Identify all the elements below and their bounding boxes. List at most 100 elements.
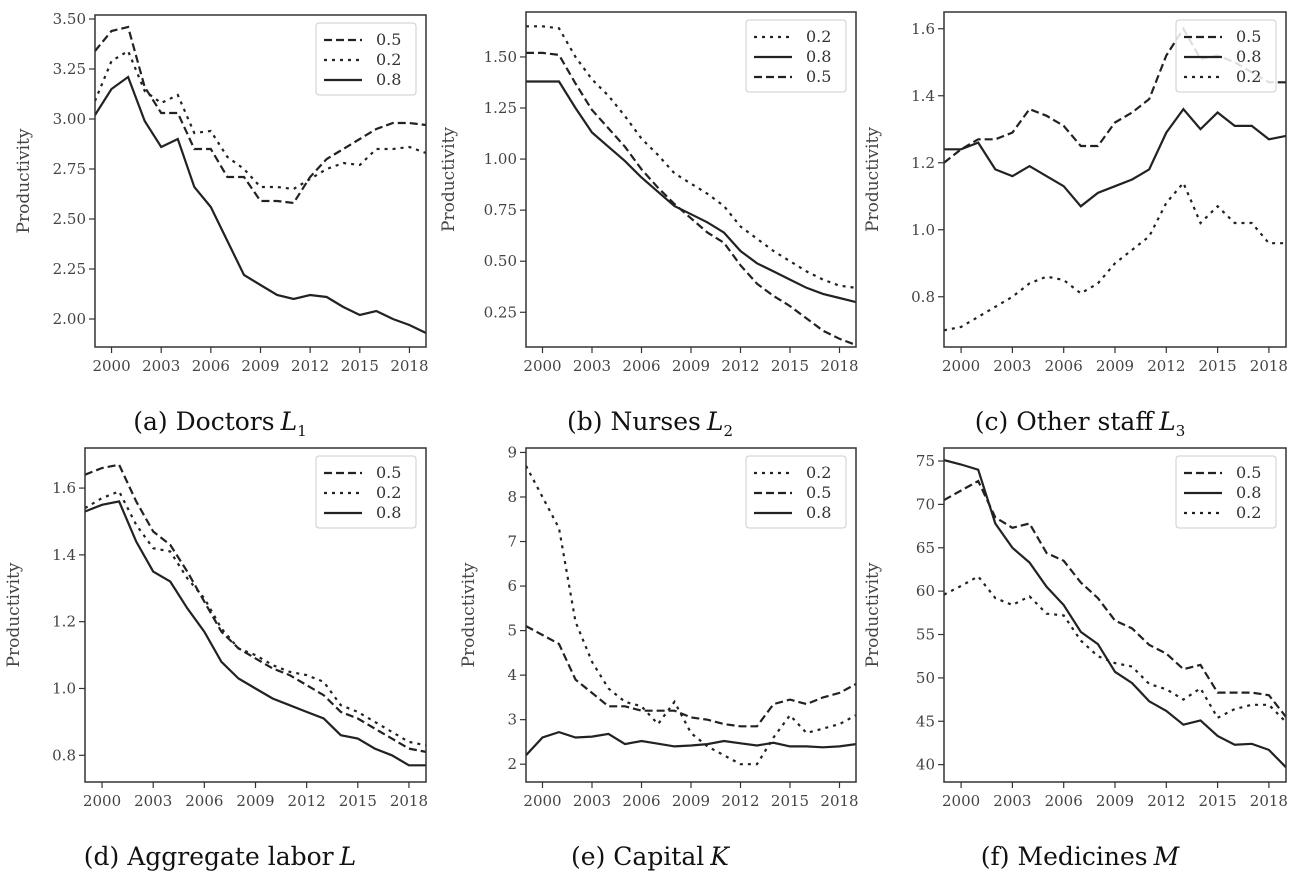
x-tick-label: 2012 [1147,792,1185,810]
x-tick-label: 2003 [993,357,1031,375]
caption-math: L [280,407,298,436]
legend: 0.50.20.8 [315,455,417,529]
x-tick-label: 2009 [1096,357,1134,375]
legend-label: 0.2 [1236,67,1261,86]
y-tick-label: 7 [507,533,517,551]
series-line-0-8 [944,459,1286,769]
x-tick-label: 2000 [942,792,980,810]
x-tick-label: 2006 [1045,792,1083,810]
y-tick-label: 2.25 [53,260,86,278]
caption-label: (d) Aggregate labor [84,842,334,871]
x-tick-label: 2000 [523,792,561,810]
x-tick-label: 2009 [1096,792,1134,810]
legend: 0.20.50.8 [745,455,847,529]
panel-caption: (f) Medicines M [981,842,1181,871]
y-tick-label: 1.4 [911,87,935,105]
y-tick-label: 45 [916,712,935,730]
series-line-0-5 [526,51,856,347]
y-tick-label: 55 [916,626,935,644]
x-tick-label: 2000 [523,357,561,375]
caption-label: (c) Other staff [975,407,1156,436]
x-tick-label: 2012 [291,357,329,375]
series-line-0-2 [526,25,856,289]
y-tick-label: 3.25 [53,60,86,78]
x-tick-label: 2012 [721,357,759,375]
y-tick-label: 70 [916,495,935,513]
y-tick-label: 1.4 [52,546,76,564]
x-tick-label: 2012 [288,792,326,810]
x-tick-label: 2000 [83,792,121,810]
x-tick-label: 2015 [1199,792,1237,810]
y-tick-label: 1.6 [911,20,935,38]
legend-label: 0.5 [1236,27,1261,46]
chart-panel: 2000 2003 2006 2009 2012 2015 2018 0.8 1.0 1.2 1.4… [4,447,428,871]
x-tick-label: 2015 [339,792,377,810]
caption-label: (f) Medicines [981,842,1148,871]
y-tick-label: 5 [507,622,517,640]
x-tick-label: 2015 [341,357,379,375]
series-line-0-5 [85,463,426,753]
x-tick-label: 2000 [942,357,980,375]
legend: 0.50.80.2 [1175,19,1277,93]
legend-label: 0.8 [1236,483,1261,502]
legend-label: 0.2 [806,463,831,482]
y-tick-label: 2.00 [53,310,86,328]
legend-label: 0.5 [806,483,831,502]
legend-label: 0.8 [376,70,401,89]
series-line-0-8 [85,500,426,767]
y-tick-label: 8 [507,488,517,506]
caption-math: L [1158,407,1176,436]
y-tick-label: 1.2 [52,613,76,631]
y-axis-label: Productivity [4,562,24,667]
x-tick-label: 2006 [185,792,223,810]
y-tick-label: 1.25 [484,99,517,117]
x-tick-label: 2012 [1147,357,1185,375]
y-tick-label: 3.00 [53,110,86,128]
y-tick-label: 2.75 [53,160,86,178]
series-line-0-2 [944,180,1286,332]
y-axis-label: Productivity [14,128,34,233]
x-tick-label: 2009 [672,357,710,375]
x-tick-label: 2003 [573,792,611,810]
y-tick-label: 4 [507,666,517,684]
y-tick-label: 65 [916,539,935,557]
y-tick-label: 1.6 [52,479,76,497]
x-tick-label: 2018 [820,357,858,375]
y-axis-label: Productivity [863,562,883,667]
y-axis-label: Productivity [863,127,883,232]
x-tick-label: 2009 [241,357,279,375]
chart-panel: 2000 2003 2006 2009 2012 2015 2018 0.25 0.50 0.75… [439,11,859,440]
y-tick-label: 1.50 [484,48,517,66]
y-tick-label: 0.25 [484,303,517,321]
y-tick-label: 9 [507,443,517,461]
series-line-0-5 [944,479,1286,718]
legend: 0.50.80.2 [1175,455,1277,529]
y-tick-label: 3 [507,711,517,729]
legend-label: 0.2 [1236,503,1261,522]
legend: 0.50.20.8 [315,22,417,96]
legend-label: 0.8 [806,47,831,66]
y-tick-label: 0.8 [911,288,935,306]
x-tick-label: 2015 [771,357,809,375]
chart-panel: 2000 2003 2006 2009 2012 2015 2018 2.00 2.25 2.50… [14,10,429,440]
series-line-0-2 [95,49,426,191]
y-tick-label: 1.0 [52,679,76,697]
panel-caption: (e) Capital K [571,842,730,871]
x-tick-label: 2006 [192,357,230,375]
panel-caption: (a) Doctors L1 [133,407,307,440]
caption-math: L [706,407,724,436]
y-tick-label: 0.75 [484,201,517,219]
y-tick-label: 50 [916,669,935,687]
chart-panel: 2000 2003 2006 2009 2012 2015 2018 2 3 4 5 6 7 8 9 Prod… [459,443,859,871]
legend-label: 0.8 [376,503,401,522]
panel-caption: (b) Nurses L2 [567,407,733,440]
series-line-0-2 [944,574,1286,723]
y-tick-label: 40 [916,756,935,774]
legend-label: 0.2 [376,483,401,502]
x-tick-label: 2006 [1045,357,1083,375]
x-tick-label: 2009 [672,792,710,810]
x-tick-label: 2012 [721,792,759,810]
legend-label: 0.2 [806,27,831,46]
x-tick-label: 2018 [1250,792,1288,810]
